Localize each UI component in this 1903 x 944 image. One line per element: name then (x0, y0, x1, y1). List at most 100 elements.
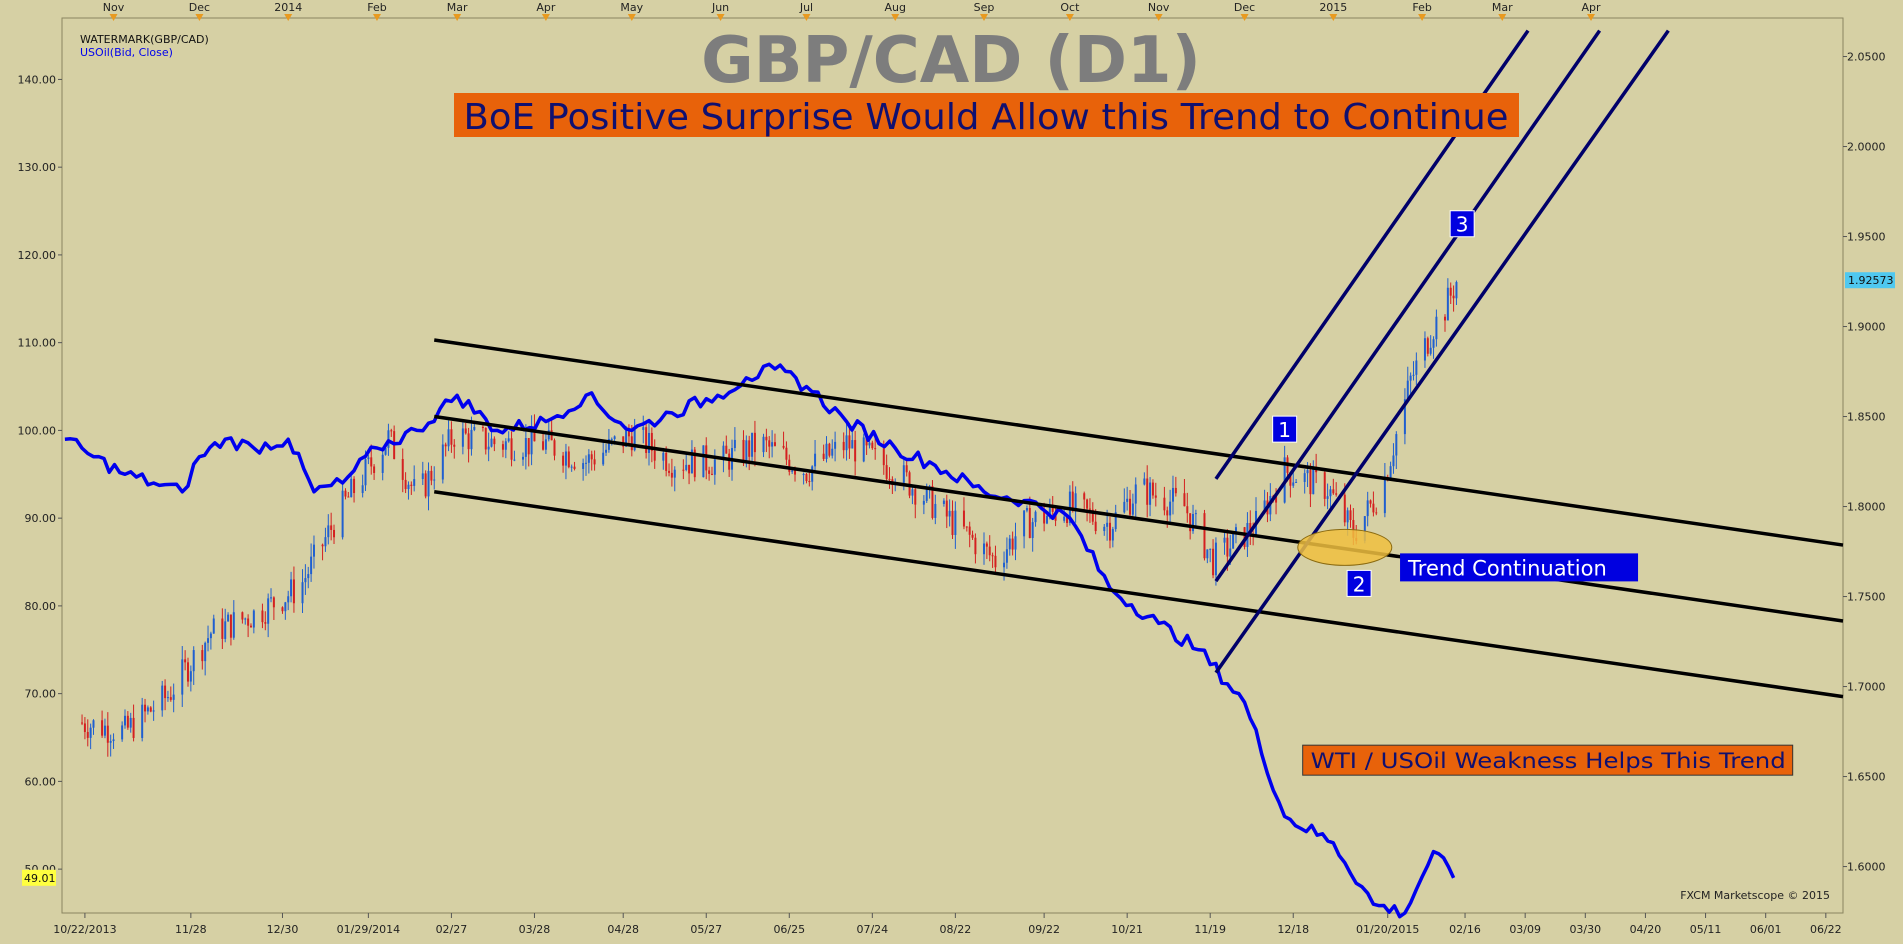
candle-body (653, 450, 656, 461)
candle-body (304, 578, 307, 583)
candle-body (510, 438, 513, 460)
candle-body (1303, 473, 1306, 482)
candle-body (1263, 500, 1266, 511)
candle-body (753, 432, 756, 453)
candle-body (1028, 508, 1031, 539)
candle-body (1163, 497, 1166, 511)
candle-body (582, 463, 585, 469)
candle-body (1048, 505, 1051, 516)
candle-body (962, 510, 965, 527)
candle-body (1186, 506, 1189, 514)
candle-body (1223, 537, 1226, 543)
candle-body (587, 454, 590, 463)
date-label-1: 11/28 (175, 923, 207, 936)
candle-body (745, 440, 748, 462)
candle-body (132, 717, 135, 738)
candle-body (882, 448, 885, 466)
candle-body (885, 465, 888, 479)
right-tick-label-9: 2.0500 (1847, 51, 1886, 64)
candle-body (1389, 466, 1392, 480)
candle-body (814, 453, 817, 467)
candle-body (1086, 499, 1089, 509)
trend-line-0 (1214, 29, 1602, 583)
candle-body (733, 439, 736, 449)
candle-body (765, 436, 768, 441)
candle-body (1452, 295, 1455, 299)
candle-body (665, 452, 668, 471)
candle-body (693, 449, 696, 478)
date-label-22: 06/22 (1810, 923, 1842, 936)
candle-body (768, 440, 771, 447)
month-label-2: 2014 (274, 1, 302, 14)
date-label-18: 03/30 (1569, 923, 1601, 936)
candle-body (204, 642, 207, 662)
month-marker (979, 14, 988, 21)
candle-body (1435, 316, 1438, 340)
candle-body (1183, 493, 1186, 507)
candle-body (1446, 287, 1449, 321)
date-label-12: 10/21 (1111, 923, 1143, 936)
candle-body (1129, 498, 1132, 515)
channel-lines (433, 29, 1844, 699)
candle-body (1443, 316, 1446, 321)
candle-body (722, 445, 725, 460)
month-label-6: May (620, 1, 643, 14)
month-label-15: Feb (1412, 1, 1431, 14)
candle-body (1023, 510, 1026, 537)
candle-body (713, 459, 716, 475)
candle-body (690, 449, 693, 474)
candle-body (141, 704, 144, 738)
candle-body (164, 685, 167, 699)
month-label-10: Sep (974, 1, 995, 14)
candle-body (1372, 503, 1375, 513)
candle-body (931, 486, 934, 518)
candle-body (994, 555, 997, 568)
candle-body (252, 610, 255, 628)
candle-body (181, 659, 184, 695)
date-label-6: 04/28 (607, 923, 639, 936)
candle-body (103, 725, 106, 736)
month-marker (1065, 14, 1074, 21)
candle-body (144, 704, 147, 712)
candle-body (1432, 339, 1435, 348)
candle-body (1406, 380, 1409, 400)
candle-body (521, 456, 524, 460)
candle-body (954, 510, 957, 535)
candle-body (1326, 496, 1329, 499)
candle-body (464, 428, 467, 434)
candle-body (1174, 487, 1177, 494)
date-label-13: 11/19 (1194, 923, 1226, 936)
date-label-20: 05/11 (1690, 923, 1722, 936)
highlight-ellipse (1297, 528, 1393, 566)
candle-body (367, 457, 370, 460)
left-tick-label-6: 110.00 (18, 337, 57, 350)
candle-body (1352, 520, 1355, 538)
candle-body (1214, 542, 1217, 576)
date-label-10: 08/22 (940, 923, 972, 936)
candle-body (865, 437, 868, 446)
date-label-5: 03/28 (519, 923, 551, 936)
candle-body (1123, 501, 1126, 513)
candle-body (330, 525, 333, 530)
date-label-7: 05/27 (690, 923, 722, 936)
month-marker (716, 14, 725, 21)
candle-body (1366, 500, 1369, 517)
candle-body (1343, 494, 1346, 523)
candle-body (613, 436, 616, 439)
candle-body (172, 694, 175, 700)
candle-body (184, 659, 187, 663)
candle-body (825, 443, 828, 459)
month-marker (802, 14, 811, 21)
candle-body (324, 537, 327, 547)
candle-body (1429, 347, 1432, 354)
subtitle-banner (454, 93, 1519, 137)
candle-body (808, 481, 811, 483)
candle-body (1206, 549, 1209, 559)
candle-body (1008, 538, 1011, 550)
candle-body (1306, 470, 1309, 474)
wti-callout-box (1302, 744, 1794, 776)
candle-body (152, 710, 155, 712)
candle-body (287, 596, 290, 603)
candle-body (1011, 538, 1014, 550)
month-marker (1240, 14, 1249, 21)
